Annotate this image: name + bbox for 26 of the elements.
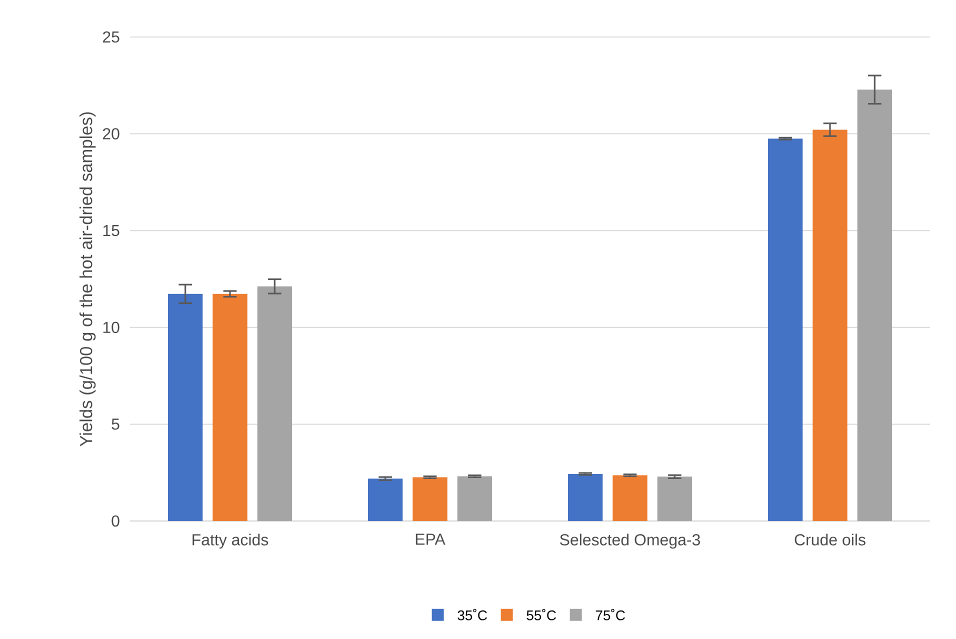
y-tick-label: 10	[103, 322, 120, 334]
y-axis-title: Yields (g/100 g of the hot air-dried samples)	[80, 112, 96, 446]
legend-label: 55˚C	[526, 608, 556, 620]
legend-label: 35˚C	[458, 608, 487, 620]
bar	[657, 476, 692, 521]
bar	[212, 294, 248, 521]
bar	[612, 475, 648, 521]
bar	[257, 286, 292, 521]
bar	[168, 294, 203, 521]
bar	[768, 138, 803, 521]
bar	[368, 478, 403, 521]
y-tick-label: 25	[102, 31, 120, 43]
bar	[857, 90, 892, 521]
bar	[812, 130, 848, 521]
y-tick-label: 15	[103, 225, 120, 236]
bar	[457, 476, 492, 521]
x-tick-label: Selescted Omega-3	[560, 534, 700, 549]
y-tick-label: 0	[112, 515, 120, 527]
y-tick-label: 20	[102, 128, 120, 140]
bar	[412, 477, 448, 521]
x-tick-label: Fatty acids	[192, 534, 268, 549]
legend-label: 75˚C	[596, 608, 625, 620]
x-tick-label: Crude oils	[794, 534, 866, 546]
y-tick-label: 5	[112, 418, 120, 430]
bar	[568, 474, 603, 521]
x-tick-label: EPA	[416, 534, 446, 545]
